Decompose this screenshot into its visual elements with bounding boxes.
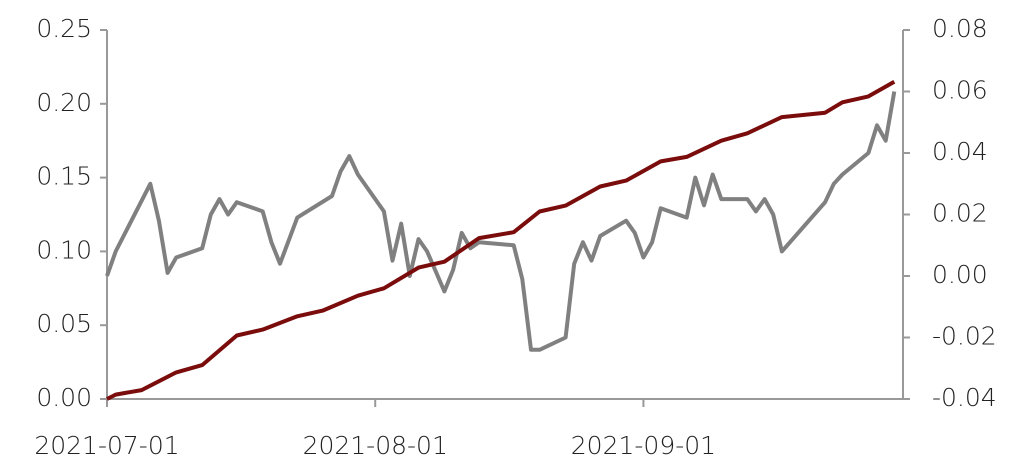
y2-tick-label: -0.02 xyxy=(932,322,997,351)
y2-tick-label: -0.04 xyxy=(932,383,997,412)
x-tick-label: 2021-08-01 xyxy=(303,431,448,460)
y-tick-label: 0.05 xyxy=(36,309,92,338)
x-tick-label: 2021-07-01 xyxy=(34,431,179,460)
x-tick-label: 2021-09-01 xyxy=(571,431,716,460)
line-series xyxy=(106,79,896,401)
y2-tick-label: 0.08 xyxy=(932,14,988,43)
y-tick-label: 0.15 xyxy=(36,162,92,191)
y-tick-label: 0.25 xyxy=(36,14,92,43)
y-tick-label: 0.20 xyxy=(36,88,92,117)
y2-tick-label: 0.02 xyxy=(932,199,988,228)
y2-tick-label: 0.06 xyxy=(932,76,988,105)
y-tick-label: 0.00 xyxy=(36,383,92,412)
line-series xyxy=(105,91,897,352)
y2-tick-label: 0.00 xyxy=(932,260,988,289)
y-tick-label: 0.10 xyxy=(36,235,92,264)
y2-tick-label: 0.04 xyxy=(932,137,988,166)
